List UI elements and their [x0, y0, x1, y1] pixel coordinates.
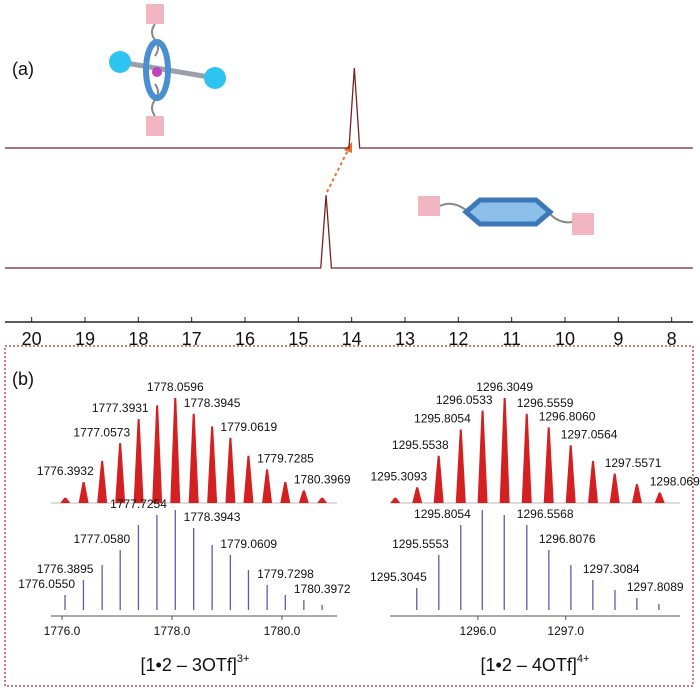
peak-label: 1296.8060 — [539, 410, 596, 424]
peak-label: 1295.8054 — [414, 507, 471, 521]
x-tick-label: 9 — [613, 329, 623, 349]
x-tick-label: 1776.0 — [44, 624, 81, 638]
panel-b-frame — [4, 345, 694, 687]
peak — [207, 426, 218, 503]
peak — [298, 490, 309, 503]
peak — [188, 413, 199, 503]
peak-label: 1777.0580 — [73, 532, 130, 546]
peak — [654, 492, 665, 503]
peak-label: 1297.3084 — [583, 562, 640, 576]
peak-label: 1778.0596 — [147, 380, 204, 394]
peak-label: 1779.7298 — [257, 567, 314, 581]
peak-label: 1297.8089 — [627, 580, 684, 594]
peak — [412, 487, 423, 503]
peak — [631, 484, 642, 503]
peak — [243, 455, 254, 503]
x-tick-label: 1780.0 — [264, 624, 301, 638]
spectrum-line — [5, 195, 693, 269]
x-tick-label: 14 — [342, 329, 362, 349]
peak — [170, 398, 181, 503]
x-tick-label: 15 — [288, 329, 308, 349]
peak — [133, 419, 144, 503]
x-tick-label: 13 — [395, 329, 415, 349]
peak-label: 1778.3943 — [184, 510, 241, 524]
peak — [521, 413, 532, 503]
molecule-icon-macrocycle — [418, 196, 594, 235]
peak-label: 1296.8076 — [539, 532, 596, 546]
peak-label: 1779.0619 — [220, 420, 277, 434]
peak-label: 1778.3945 — [184, 396, 241, 410]
x-tick-label: 17 — [182, 329, 202, 349]
peak — [477, 410, 488, 503]
peak — [455, 429, 466, 503]
peak-label: 1297.5571 — [605, 456, 662, 470]
peak-label: 1296.5559 — [517, 396, 574, 410]
peak-label: 1296.3049 — [476, 380, 533, 394]
peak — [115, 443, 126, 503]
peak — [588, 461, 598, 503]
x-tick-label: 20 — [22, 329, 42, 349]
peak-label: 1295.8054 — [414, 412, 471, 426]
peak-label: 1298.0693 — [650, 475, 700, 489]
x-tick-label: 8 — [667, 329, 677, 349]
peak-label: 1296.5568 — [517, 507, 574, 521]
peak-label: 1295.5553 — [392, 537, 449, 551]
peak — [225, 437, 236, 503]
peak-label: 1297.0564 — [561, 427, 618, 441]
spectrum-line — [5, 67, 693, 149]
caption-formula: [1•2 – 3OTf] — [141, 655, 237, 675]
caption: [1•2 – 3OTf]3+ — [141, 653, 250, 675]
x-tick-label: 11 — [502, 329, 521, 349]
peak-label: 1777.3931 — [92, 401, 149, 415]
peak-label: 1780.3972 — [294, 582, 351, 596]
peak-label: 1295.3045 — [370, 570, 427, 584]
panel-label: (a) — [12, 59, 34, 79]
shift-arrow — [326, 145, 351, 193]
peak — [60, 497, 71, 503]
peak — [390, 497, 401, 503]
peak — [78, 482, 89, 503]
peak — [543, 427, 554, 503]
caption-formula: [1•2 – 4OTf] — [481, 655, 577, 675]
x-tick-label: 1296.0 — [460, 624, 497, 638]
peak — [317, 497, 328, 503]
peak-label: 1779.7285 — [257, 452, 314, 466]
peak-label: 1295.5538 — [392, 438, 449, 452]
x-tick-label: 16 — [235, 329, 255, 349]
x-tick-label: 10 — [555, 329, 575, 349]
caption: [1•2 – 4OTf]4+ — [481, 653, 590, 675]
panel-label: (b) — [12, 369, 34, 389]
peak-label: 1779.0609 — [220, 537, 277, 551]
peak — [262, 469, 273, 503]
peak — [152, 405, 163, 503]
peak-label: 1777.0573 — [73, 425, 130, 439]
peak-label: 1780.3969 — [294, 473, 351, 487]
peak-label: 1296.0533 — [436, 393, 493, 407]
peak-label: 1776.0550 — [18, 577, 75, 591]
peak-label: 1776.3895 — [37, 562, 94, 576]
peak — [97, 461, 108, 503]
peak — [280, 482, 291, 503]
x-tick-label: 19 — [75, 329, 95, 349]
peak — [433, 455, 444, 503]
x-tick-label: 18 — [128, 329, 148, 349]
peak — [565, 445, 576, 503]
caption-charge: 4+ — [577, 653, 590, 665]
x-tick-label: 12 — [448, 329, 468, 349]
peak — [609, 473, 620, 503]
peak — [499, 398, 510, 503]
x-tick-label: 1297.0 — [547, 624, 584, 638]
caption-charge: 3+ — [237, 653, 250, 665]
peak-label: 1777.7254 — [110, 497, 167, 511]
peak-label: 1295.3093 — [370, 469, 427, 483]
peak-label: 1776.3932 — [37, 464, 94, 478]
x-tick-label: 1778.0 — [154, 624, 191, 638]
molecule-icon-rotaxane — [109, 4, 226, 136]
